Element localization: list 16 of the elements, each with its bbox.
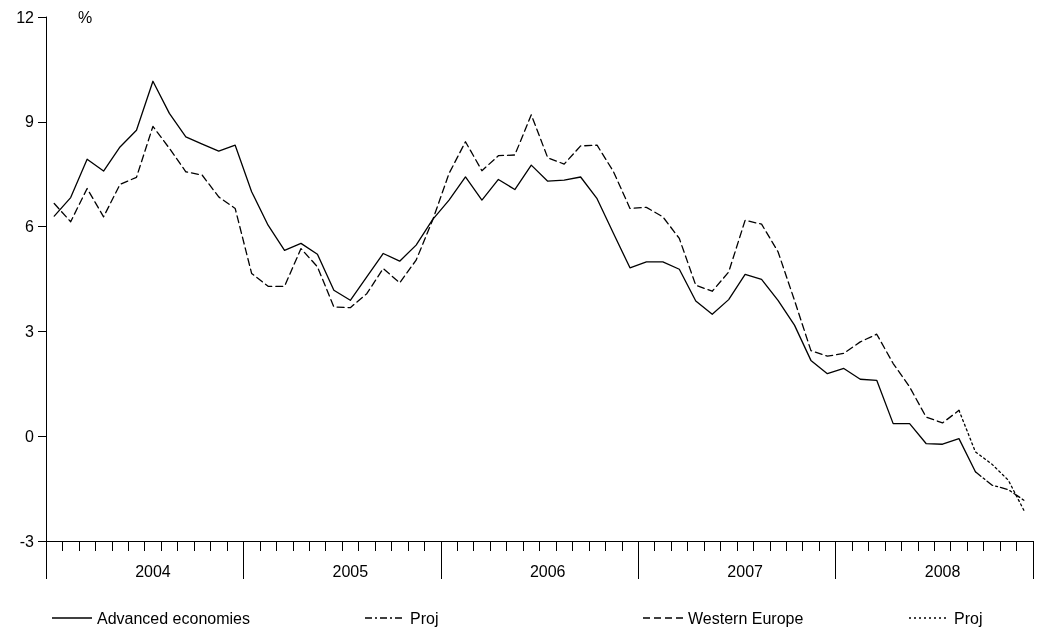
x-tick-label: 2004 [135,562,171,580]
legend-label: Advanced economies [97,609,250,627]
x-tick-label: 2006 [529,562,566,580]
x-tick-label: 2008 [924,562,961,580]
y-tick-label: -3 [19,532,35,550]
y-tick-label: 9 [25,113,35,131]
legend-label: Western Europe [688,609,804,627]
x-tick-label: 2005 [332,562,369,580]
y-tick-label: 3 [25,322,35,340]
x-tick-label: 2007 [727,562,764,580]
y-axis-title: % [78,8,93,26]
y-tick-label: 0 [25,427,35,445]
y-tick-label: 12 [16,8,35,26]
legend-label: Proj [954,609,983,627]
legend-label: Proj [410,609,439,627]
y-tick-label: 6 [25,218,35,236]
